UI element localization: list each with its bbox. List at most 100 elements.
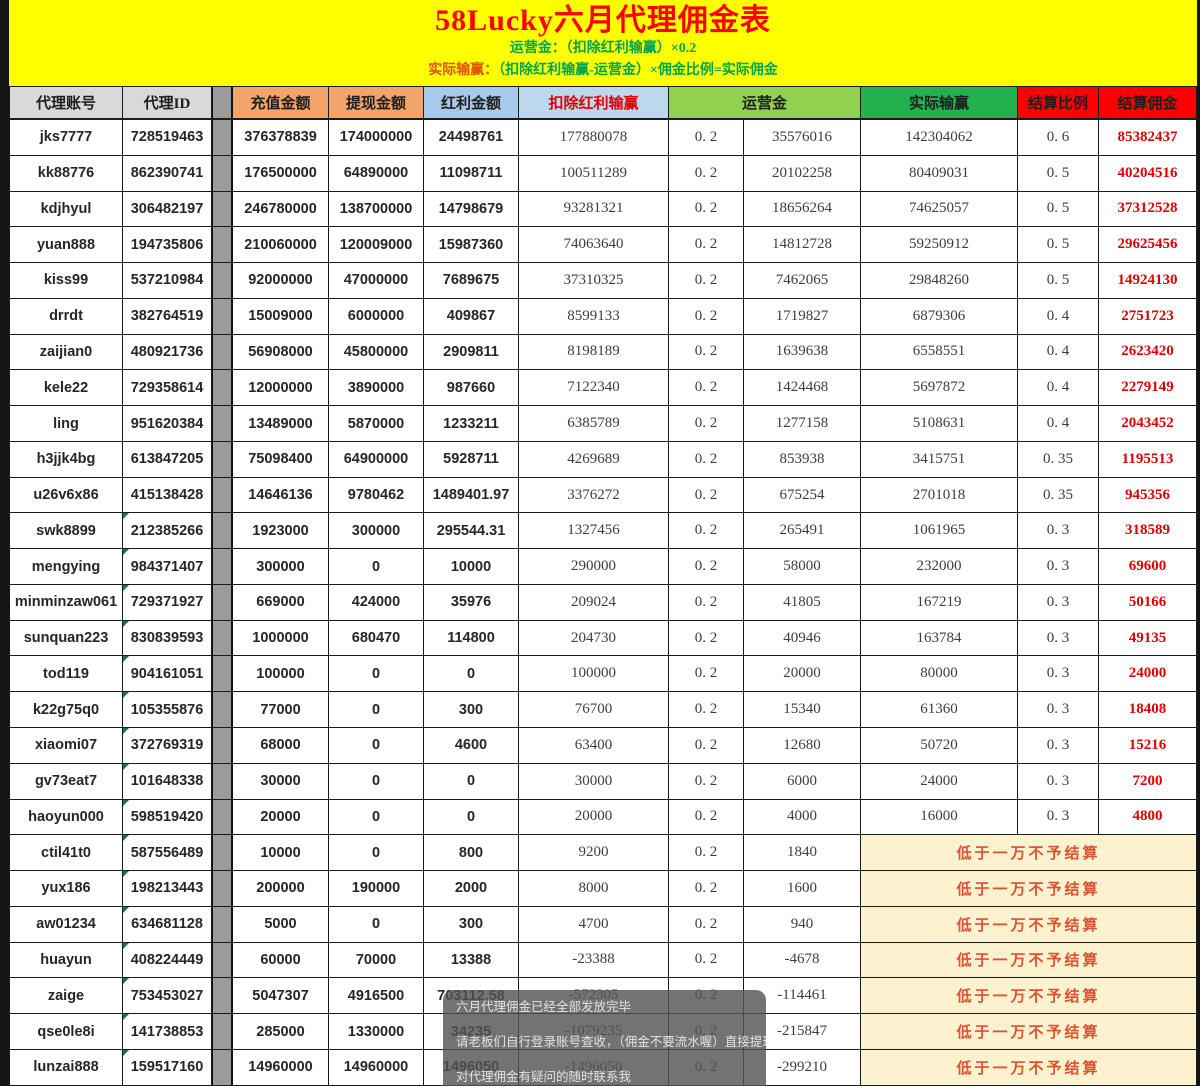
charge-cell: 176500000: [233, 155, 329, 192]
table-row: kdjhyul 306482197 246780000 138700000 147986…: [9, 191, 1197, 228]
account-cell: tod119: [9, 656, 123, 693]
spacer-cell: [212, 763, 233, 800]
ratio-cell: 0. 3: [1018, 656, 1099, 693]
operating-cell: 6000: [744, 763, 861, 800]
operating-cell: 41805: [744, 584, 861, 621]
rate-cell: 0. 2: [669, 656, 744, 693]
net-cell: 209024: [519, 584, 669, 621]
id-cell: 830839593: [123, 620, 212, 657]
account-cell: aw01234: [9, 906, 123, 943]
id-cell: 598519420: [123, 799, 212, 836]
ratio-cell: 0. 3: [1018, 728, 1099, 764]
actual-cell: 5697872: [861, 370, 1018, 407]
header-actual-winloss: 实际输赢: [861, 86, 1018, 120]
table-row: ctil41t0 587556489 10000 0 800 9200 0. 2 1840 低于…: [9, 835, 1197, 872]
notice-line-2: 请老板们自行登录账号查收，（佣金不要流水喔）直接提现: [456, 1035, 766, 1049]
withdraw-cell: 1330000: [329, 1014, 424, 1050]
rate-cell: 0. 2: [669, 120, 744, 156]
table-row: drrdt 382764519 15009000 6000000 409867 85991…: [9, 298, 1197, 335]
account-cell: yux186: [9, 871, 123, 907]
id-cell: 212385266: [123, 513, 212, 550]
spacer-cell: [212, 441, 233, 478]
spacer-cell: [212, 513, 233, 550]
bonus-cell: 2000: [424, 871, 519, 907]
withdraw-cell: 4916500: [329, 978, 424, 1015]
table-header-row: 代理账号 代理ID 充值金额 提现金额 红利金额 扣除红利输赢 运营金 实际输赢…: [9, 86, 1197, 120]
net-cell: 63400: [519, 728, 669, 764]
withdraw-cell: 47000000: [329, 263, 424, 299]
withdraw-cell: 0: [329, 728, 424, 764]
header-settle-commission: 结算佣金: [1099, 86, 1197, 120]
bonus-cell: 987660: [424, 370, 519, 407]
actual-cell: 6558551: [861, 334, 1018, 371]
ratio-cell: 0. 35: [1018, 477, 1099, 514]
id-cell: 904161051: [123, 656, 212, 693]
charge-cell: 30000: [233, 763, 329, 800]
rate-cell: 0. 2: [669, 513, 744, 550]
ratio-cell: 0. 3: [1018, 799, 1099, 836]
table-row: ling 951620384 13489000 5870000 1233211 63857…: [9, 406, 1197, 442]
rate-cell: 0. 2: [669, 871, 744, 907]
withdraw-cell: 3890000: [329, 370, 424, 407]
id-cell: 587556489: [123, 835, 212, 872]
rate-cell: 0. 2: [669, 620, 744, 657]
bonus-cell: 2909811: [424, 334, 519, 371]
actual-cell: 2701018: [861, 477, 1018, 514]
account-cell: mengying: [9, 549, 123, 585]
account-cell: xiaomi07: [9, 728, 123, 764]
bonus-cell: 15987360: [424, 227, 519, 264]
spacer-cell: [212, 1014, 233, 1050]
spacer-cell: [212, 620, 233, 657]
withdraw-cell: 0: [329, 549, 424, 585]
account-cell: drrdt: [9, 298, 123, 335]
charge-cell: 13489000: [233, 406, 329, 442]
ratio-cell: 0. 4: [1018, 298, 1099, 335]
rate-cell: 0. 2: [669, 370, 744, 407]
spacer-cell: [212, 942, 233, 979]
account-cell: ling: [9, 406, 123, 442]
low-note-cell: 低于一万不予结算: [861, 871, 1197, 907]
actual-cell: 24000: [861, 763, 1018, 800]
low-note-cell: 低于一万不予结算: [861, 1014, 1197, 1050]
bonus-cell: 14798679: [424, 191, 519, 228]
account-cell: u26v6x86: [9, 477, 123, 514]
id-cell: 728519463: [123, 120, 212, 156]
spacer-cell: [212, 370, 233, 407]
charge-cell: 200000: [233, 871, 329, 907]
table-row: jks7777 728519463 376378839 174000000 244987…: [9, 120, 1197, 156]
net-cell: 20000: [519, 799, 669, 836]
withdraw-cell: 5870000: [329, 406, 424, 442]
rate-cell: 0. 2: [669, 835, 744, 872]
withdraw-cell: 6000000: [329, 298, 424, 335]
header-operating: 运营金: [669, 86, 861, 120]
withdraw-cell: 680470: [329, 620, 424, 657]
table-row: xiaomi07 372769319 68000 0 4600 63400 0. 2 1268…: [9, 728, 1197, 764]
net-cell: 3376272: [519, 477, 669, 514]
table-row: gv73eat7 101648338 30000 0 0 30000 0. 2 6000 240…: [9, 763, 1197, 800]
charge-cell: 376378839: [233, 120, 329, 156]
commission-cell: 318589: [1099, 513, 1197, 550]
operating-cell: 1600: [744, 871, 861, 907]
spacer-cell: [212, 906, 233, 943]
commission-cell: 2751723: [1099, 298, 1197, 335]
account-cell: gv73eat7: [9, 763, 123, 800]
actual-cell: 163784: [861, 620, 1018, 657]
bonus-cell: 1233211: [424, 406, 519, 442]
operating-cell: 4000: [744, 799, 861, 836]
account-cell: zaige: [9, 978, 123, 1015]
withdraw-cell: 9780462: [329, 477, 424, 514]
id-cell: 634681128: [123, 906, 212, 943]
net-cell: 37310325: [519, 263, 669, 299]
commission-cell: 4800: [1099, 799, 1197, 836]
charge-cell: 210060000: [233, 227, 329, 264]
ratio-cell: 0. 5: [1018, 227, 1099, 264]
net-cell: 204730: [519, 620, 669, 657]
commission-cell: 1195513: [1099, 441, 1197, 478]
net-cell: 1327456: [519, 513, 669, 550]
spacer-cell: [212, 835, 233, 872]
table-row: zaijian0 480921736 56908000 45800000 2909811…: [9, 334, 1197, 371]
charge-cell: 14960000: [233, 1049, 329, 1086]
id-cell: 372769319: [123, 728, 212, 764]
